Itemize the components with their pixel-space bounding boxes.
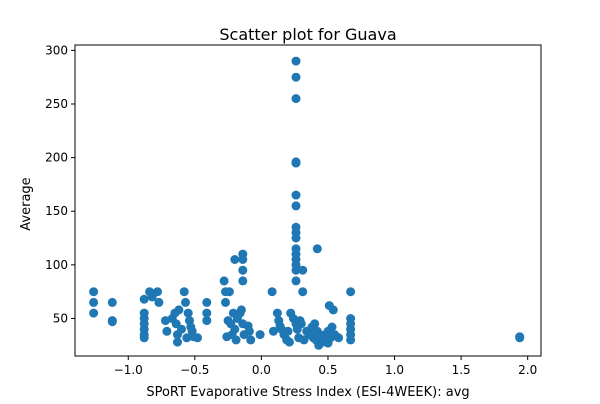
x-tick-label: 0.5 — [318, 363, 337, 377]
data-point-90 — [291, 265, 301, 275]
data-point-72 — [284, 337, 294, 347]
data-point-60 — [244, 326, 254, 336]
data-point-37 — [202, 316, 212, 326]
x-tick-label: −1.0 — [114, 363, 143, 377]
data-point-97 — [298, 265, 308, 275]
data-point-55 — [238, 265, 248, 275]
x-tick-label: 1.0 — [385, 363, 404, 377]
data-point-15 — [153, 287, 162, 297]
y-tick-label: 250 — [45, 97, 68, 111]
data-point-12 — [139, 333, 149, 343]
data-point-29 — [183, 308, 193, 318]
y-tick-label: 100 — [45, 258, 68, 272]
data-point-82 — [291, 201, 301, 211]
data-point-25 — [177, 324, 186, 334]
data-point-91 — [291, 276, 301, 286]
data-point-28 — [182, 333, 192, 343]
data-point-35 — [202, 297, 212, 307]
y-tick-label: 50 — [53, 311, 68, 325]
data-point-36 — [202, 308, 212, 318]
data-point-16 — [154, 297, 164, 307]
data-point-38 — [219, 276, 229, 286]
data-point-6 — [139, 294, 149, 304]
data-point-61 — [246, 335, 256, 345]
data-point-40 — [221, 297, 230, 307]
data-point-117 — [327, 322, 337, 332]
data-point-71 — [283, 326, 293, 336]
data-point-85 — [291, 233, 301, 243]
x-tick-label: −0.5 — [180, 363, 209, 377]
data-point-49 — [231, 335, 241, 345]
data-point-76 — [291, 72, 301, 82]
data-point-52 — [236, 305, 246, 315]
data-point-48 — [230, 324, 240, 334]
data-point-98 — [298, 287, 308, 297]
data-point-0 — [89, 287, 99, 297]
y-tick-label: 150 — [45, 204, 68, 218]
data-point-63 — [267, 287, 277, 297]
data-point-62 — [255, 330, 265, 340]
data-point-106 — [312, 244, 322, 254]
data-point-47 — [230, 255, 240, 264]
data-point-96 — [296, 319, 306, 329]
data-point-80 — [291, 158, 301, 168]
data-point-18 — [162, 326, 172, 336]
data-point-65 — [272, 308, 282, 318]
x-tick-label: 0.0 — [252, 363, 271, 377]
data-point-5 — [107, 317, 117, 327]
data-point-1 — [89, 297, 99, 307]
data-points — [89, 56, 525, 350]
x-axis-label: SPoRT Evaporative Stress Index (ESI-4WEE… — [146, 385, 469, 400]
y-axis-label: Average — [19, 177, 34, 230]
data-point-75 — [291, 56, 301, 66]
x-tick-label: 2.0 — [518, 363, 537, 377]
data-point-128 — [515, 333, 525, 343]
data-point-64 — [268, 326, 278, 336]
x-axis-ticks: −1.0 −0.5 0.0 0.5 1.0 1.5 2.0 — [114, 356, 537, 377]
data-point-23 — [173, 337, 182, 347]
data-point-126 — [346, 335, 356, 345]
data-point-43 — [224, 287, 234, 297]
x-tick-label: 1.5 — [452, 363, 471, 377]
chart-title: Scatter plot for Guava — [219, 25, 396, 44]
data-point-77 — [291, 94, 301, 104]
data-point-3 — [107, 297, 117, 307]
data-point-104 — [310, 319, 320, 329]
data-point-54 — [238, 255, 248, 264]
data-point-26 — [179, 287, 189, 297]
data-point-118 — [328, 305, 338, 315]
data-point-121 — [346, 287, 356, 297]
data-point-27 — [181, 297, 190, 307]
data-point-24 — [174, 305, 184, 315]
y-tick-label: 200 — [45, 151, 68, 165]
y-axis-ticks: 50 100 150 200 250 300 — [45, 43, 75, 325]
data-point-120 — [334, 333, 344, 343]
data-point-81 — [291, 190, 301, 200]
data-point-2 — [89, 308, 99, 318]
data-point-34 — [193, 333, 202, 343]
data-point-56 — [238, 276, 248, 286]
plot-area-frame — [74, 44, 542, 357]
y-tick-label: 300 — [45, 43, 68, 57]
